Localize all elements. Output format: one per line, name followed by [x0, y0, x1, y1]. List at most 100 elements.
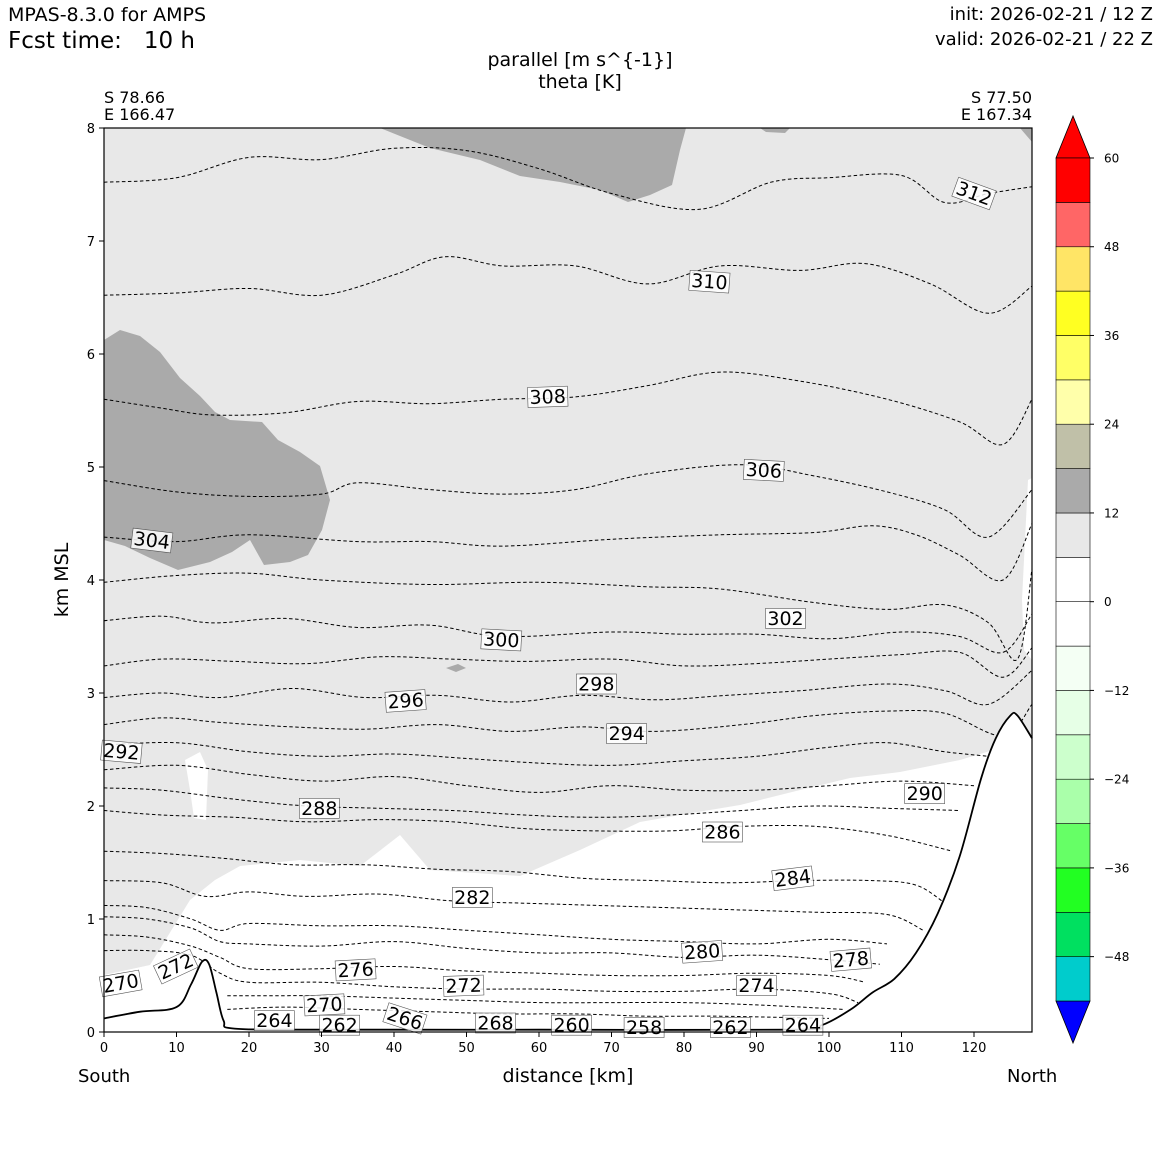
- terrain-fill: [104, 712, 1032, 1032]
- colorbar-segment: [1055, 512, 1091, 558]
- theta-contour-272: [227, 995, 844, 1010]
- contour-label-box: [951, 176, 997, 211]
- contour-label-text: 296: [387, 689, 425, 713]
- colorbar-segment: [1055, 823, 1091, 869]
- x-tick-label: 90: [748, 1041, 765, 1056]
- contour-label-text: 262: [321, 1015, 357, 1037]
- contour-label-box: [334, 958, 377, 982]
- theta-contour-310: [104, 256, 1032, 314]
- colorbar-segment: [1055, 956, 1091, 1002]
- contour-label-text: 292: [102, 740, 140, 765]
- x-tick-label: 10: [168, 1041, 185, 1056]
- contour-labels: 3123103083063043023002982962942922902882…: [98, 176, 997, 1039]
- colorbar-tick-label: 60: [1104, 152, 1119, 166]
- theta-contour-294: [104, 703, 1032, 737]
- contour-label-text: 262: [712, 1017, 748, 1039]
- theta-contour-282: [104, 880, 924, 931]
- x-tick-label: 60: [531, 1041, 548, 1056]
- contour-label-box: [771, 865, 815, 891]
- contour-label-box: [904, 783, 946, 804]
- contour-label-text: 294: [609, 723, 645, 745]
- left-endpoint-lat: S 78.66: [104, 88, 166, 107]
- axes: 0 10 20 30 40 50 60 70 80 90 100 110 120 0 1 2 3 4 5 6 7 8: [87, 122, 1033, 1056]
- y-axis-label: km MSL: [51, 542, 73, 617]
- contour-label-290: 290: [904, 783, 946, 805]
- contour-label-282: 282: [451, 887, 493, 909]
- contour-label-268: 268: [475, 1013, 516, 1035]
- shade-white-gap: [185, 752, 208, 820]
- contour-label-box: [100, 739, 143, 764]
- contour-label-box: [254, 1010, 295, 1032]
- theta-contour-304: [104, 523, 1032, 582]
- colorbar-tick-label: −12: [1104, 684, 1129, 698]
- theta-contour-298: [104, 647, 1032, 678]
- y-tick-label: 0: [87, 1026, 95, 1041]
- left-endpoint-lon: E 166.47: [104, 105, 176, 124]
- theta-contour-286: [104, 810, 953, 852]
- north-label: North: [1007, 1066, 1058, 1087]
- contour-label-292: 292: [100, 739, 143, 765]
- contour-label-box: [451, 887, 493, 908]
- contour-label-296: 296: [384, 689, 427, 714]
- x-tick-label: 100: [817, 1041, 842, 1056]
- theta-contour-312: [104, 146, 1032, 211]
- contour-label-box: [442, 974, 485, 997]
- contour-label-276: 276: [334, 958, 377, 982]
- contour-label-box: [742, 459, 785, 482]
- contour-label-box: [303, 993, 346, 1017]
- colorbar-tick-label: 48: [1104, 240, 1119, 254]
- colorbar-segment: [1055, 335, 1091, 381]
- contour-label-288: 288: [298, 798, 340, 820]
- shade-grey-top: [380, 128, 686, 202]
- contour-label-270: 270: [98, 969, 143, 998]
- contour-label-310: 310: [688, 270, 731, 294]
- forecast-time-value: 10 h: [143, 28, 195, 54]
- theta-contour-274: [104, 949, 859, 1004]
- contour-label-text: 270: [306, 993, 343, 1017]
- contour-label-300: 300: [480, 628, 523, 652]
- contour-label-text: 264: [785, 1015, 821, 1037]
- x-tick-label: 30: [313, 1041, 330, 1056]
- y-tick-label: 3: [87, 687, 95, 702]
- right-endpoint-lon: E 167.34: [960, 105, 1032, 124]
- theta-contour-290: [104, 764, 975, 793]
- contour-label-text: 260: [553, 1015, 589, 1037]
- shade-grey-blob: [446, 664, 466, 672]
- y-tick-label: 6: [87, 348, 95, 363]
- theta-contour-306: [104, 464, 1032, 538]
- contour-label-text: 282: [454, 887, 490, 909]
- contour-label-box: [681, 940, 724, 964]
- colorbar-tick-label: 24: [1104, 418, 1119, 432]
- contour-label-286: 286: [702, 822, 743, 844]
- contour-label-text: 288: [301, 798, 337, 820]
- y-tick-label: 5: [87, 461, 95, 476]
- x-tick-label: 110: [889, 1041, 914, 1056]
- colorbar-tick-label: −36: [1104, 861, 1129, 875]
- contour-label-text: 298: [578, 674, 614, 696]
- contour-label-272: 272: [442, 974, 485, 998]
- init-time: init: 2026-02-21 / 12 Z: [949, 4, 1153, 25]
- contour-label-306: 306: [742, 459, 785, 483]
- colorbar-segment: [1055, 246, 1091, 292]
- theta-contour-300: [104, 613, 1032, 654]
- y-tick-label: 7: [87, 235, 95, 250]
- x-axis-label: distance [km]: [503, 1065, 634, 1087]
- contour-label-text: 304: [132, 528, 171, 554]
- colorbar-segment: [1055, 423, 1091, 469]
- colorbar-tick-label: −24: [1104, 773, 1129, 787]
- model-title: MPAS-8.3.0 for AMPS: [8, 4, 207, 26]
- contour-label-text: 258: [626, 1017, 662, 1039]
- colorbar-tick-label: −48: [1104, 950, 1129, 964]
- theta-contour-288: [104, 787, 960, 818]
- right-endpoint-lat: S 77.50: [970, 88, 1032, 107]
- contour-label-258: 258: [623, 1017, 665, 1039]
- contour-label-box: [130, 527, 174, 554]
- contour-label-264: 264: [782, 1015, 824, 1037]
- contour-label-text: 306: [745, 459, 782, 483]
- contour-label-box: [480, 628, 523, 652]
- contour-label-274: 274: [736, 975, 777, 997]
- colorbar-segment: [1055, 379, 1091, 425]
- left-endpoint-coords: S 78.66 E 166.47: [104, 89, 175, 123]
- contour-label-text: 310: [691, 270, 729, 294]
